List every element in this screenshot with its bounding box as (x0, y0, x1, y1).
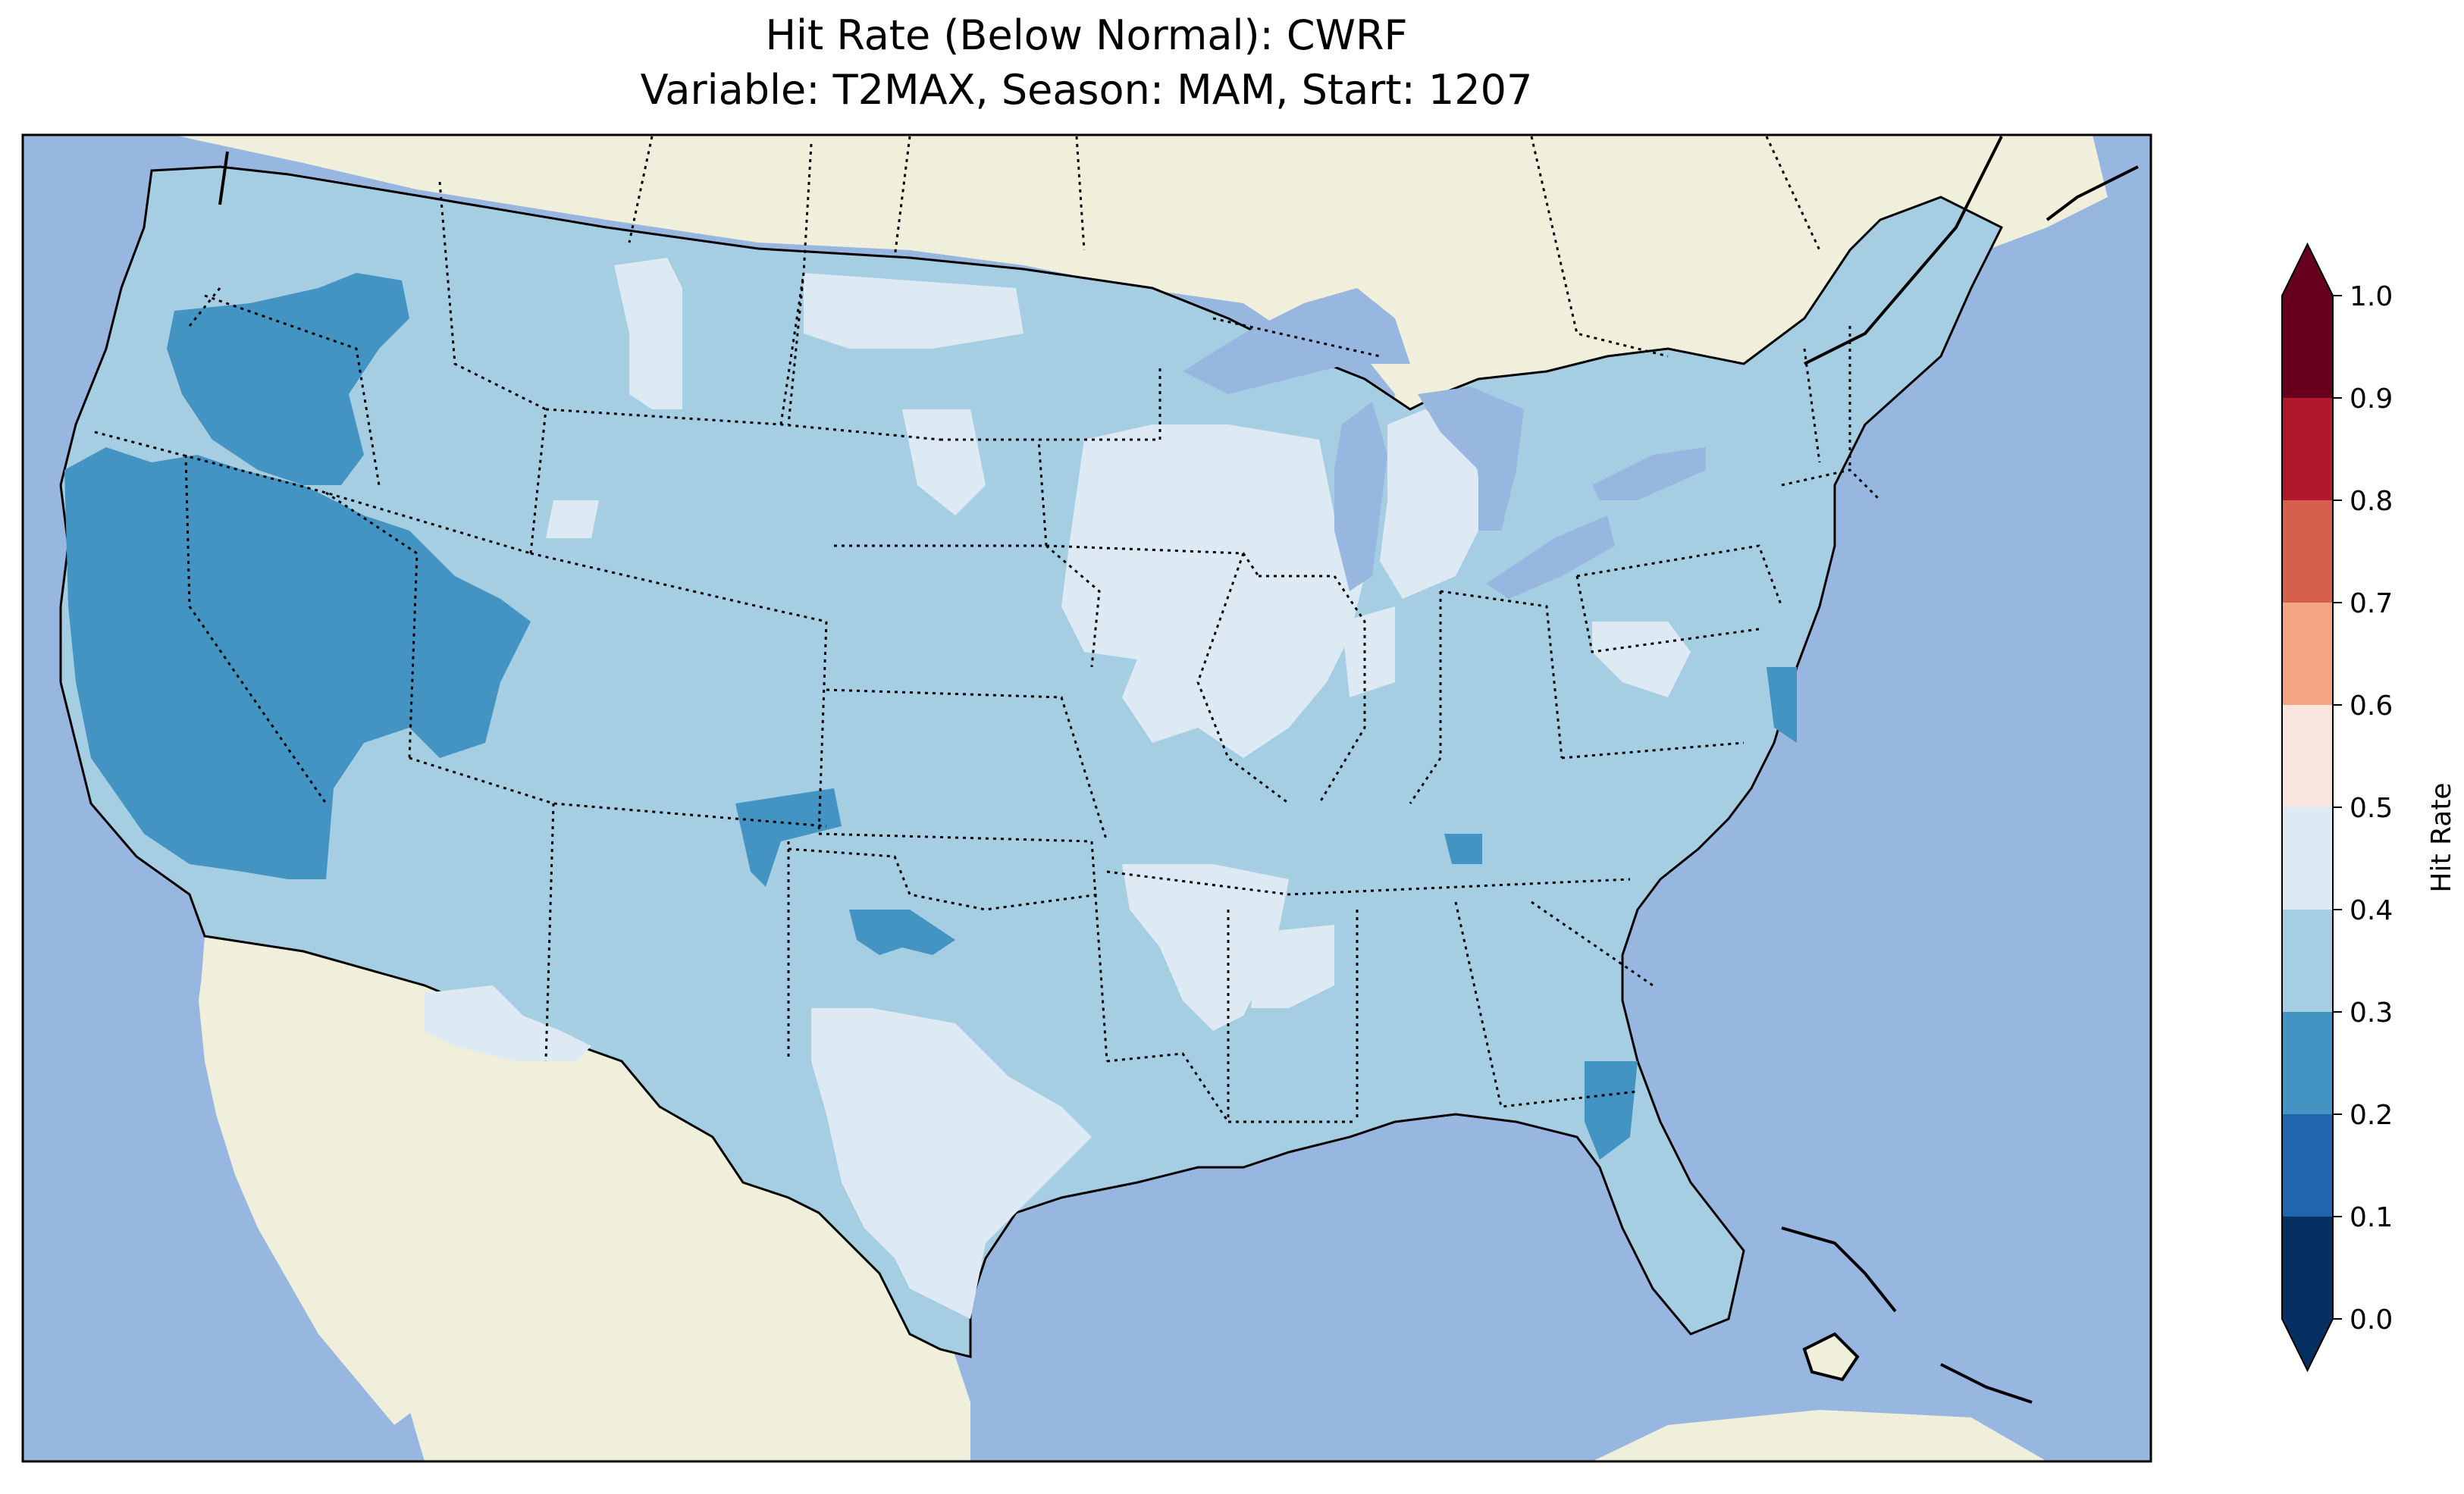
map-title-line2: Variable: T2MAX, Season: MAM, Start: 120… (640, 66, 1533, 114)
colorbar-tick-label: 0.4 (2350, 895, 2393, 926)
lake-superior (1183, 288, 1410, 394)
colorbar-bin (2282, 1114, 2333, 1217)
region-light-mississippi (1251, 925, 1334, 1008)
colorbar-tick-label: 0.8 (2350, 486, 2393, 517)
region-light-idaho (546, 500, 599, 538)
colorbar-tick-label: 0.7 (2350, 588, 2393, 619)
colorbar-label: Hit Rate (2426, 782, 2457, 892)
colorbar-extend-min (2282, 1319, 2333, 1370)
region-light-southdakota (902, 409, 986, 515)
colorbar-bin (2282, 603, 2333, 705)
yucatan-land (1592, 1410, 2047, 1461)
lake-ontario (1592, 447, 1706, 500)
lake-michigan (1334, 402, 1387, 591)
region-light-michigan (1380, 409, 1486, 599)
region-dark-northwest (167, 273, 409, 485)
region-dark-georgia (1585, 1061, 1638, 1160)
colorbar-tick-label: 0.0 (2350, 1305, 2393, 1336)
coastlines (218, 136, 2139, 1404)
colorbar-extend-max (2282, 244, 2333, 296)
region-dark-oklahoma (849, 910, 955, 955)
mexico-land (201, 936, 970, 1461)
colorbar-bin (2282, 500, 2333, 603)
colorbar-bin (2282, 398, 2333, 500)
colorbar-tick-label: 0.6 (2350, 691, 2393, 722)
region-light-texas (811, 1008, 1092, 1319)
canada-land (174, 135, 2108, 599)
region-light-maryland (1592, 622, 1691, 697)
colorbar-bin (2282, 705, 2333, 807)
map-title-line1: Hit Rate (Below Normal): CWRF (765, 11, 1408, 59)
colorbar-tick-label: 0.1 (2350, 1202, 2393, 1233)
colorbar-bin (2282, 1217, 2333, 1319)
region-dark-delaware (1766, 667, 1797, 743)
region-light-illinois-north (1342, 606, 1395, 697)
colorbar-tick-label: 0.9 (2350, 384, 2393, 415)
region-dark-tennessee (1444, 834, 1482, 864)
region-dark-kansas (735, 788, 842, 887)
map-frame (21, 133, 2152, 1463)
colorbar-bin (2282, 910, 2333, 1012)
region-light-newmexico (425, 985, 591, 1061)
colorbar-tick-label: 1.0 (2350, 281, 2393, 312)
baja-land (199, 940, 425, 1425)
state-borders (94, 136, 1882, 1123)
lake-huron (1418, 387, 1524, 531)
region-light-montana (614, 258, 682, 409)
colorbar-bin (2282, 296, 2333, 398)
region-light-northdakota (804, 273, 1024, 349)
colorbar-tick-label: 0.2 (2350, 1100, 2393, 1131)
colorbar-tick-label: 0.3 (2350, 998, 2393, 1029)
colorbar-bin (2282, 807, 2333, 910)
colorbar-tick-label: 0.5 (2350, 793, 2393, 824)
hit-rate-map (21, 133, 2152, 1463)
region-light-wisconsin-iowa (1061, 424, 1365, 758)
region-light-arkansas (1122, 864, 1289, 1031)
region-dark-west (64, 447, 531, 879)
lake-erie (1486, 515, 1615, 599)
colorbar-bin (2282, 1012, 2333, 1114)
